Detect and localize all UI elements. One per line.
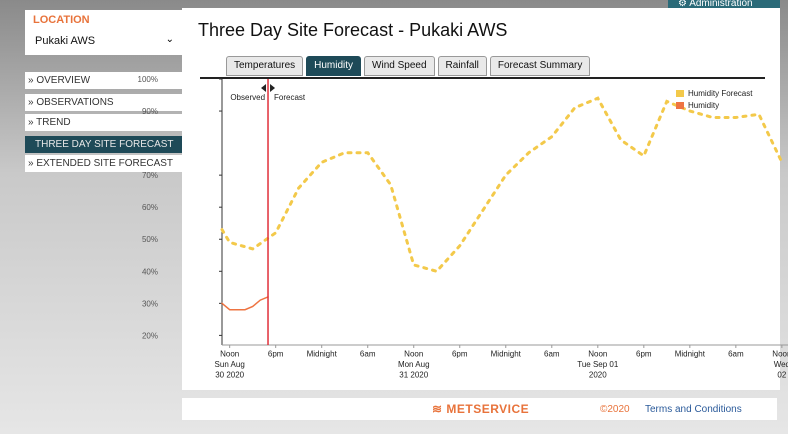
nav-item[interactable]: THREE DAY SITE FORECAST (25, 136, 182, 153)
terms-link[interactable]: Terms and Conditions (645, 404, 742, 415)
admin-label[interactable]: Administration (689, 0, 753, 9)
nav-arrow: » (28, 117, 37, 128)
x-tick-label: 6am (544, 350, 560, 359)
x-tick-label: Midnight (675, 350, 706, 359)
x-tick-line: Wed (774, 360, 788, 369)
legend-swatch (676, 102, 684, 109)
forecast-label: Forecast (274, 93, 306, 102)
nav-item[interactable]: » EXTENDED SITE FORECAST (25, 155, 182, 172)
location-value[interactable]: Pukaki AWS (35, 35, 96, 47)
x-tick-line: 6am (544, 350, 560, 359)
y-tick-label: 40% (142, 267, 158, 276)
tabs: Temperatures Humidity Wind Speed Rainfall Fo… (226, 56, 591, 76)
series-line (220, 96, 784, 273)
y-tick-label: 70% (142, 171, 158, 180)
arrow-right (270, 84, 276, 92)
nav-arrow: » (28, 97, 37, 108)
nav-label[interactable]: OBSERVATIONS (36, 97, 114, 108)
x-tick-label: Midnight (307, 350, 338, 359)
x-tick-line: 6pm (452, 350, 468, 359)
y-tick-label: 90% (142, 107, 158, 116)
x-tick-line: 2020 (589, 371, 607, 380)
y-tick-label: 30% (142, 299, 158, 308)
tab[interactable]: Humidity (306, 56, 362, 76)
x-tick-label: 6pm (636, 350, 652, 359)
page-title: Three Day Site Forecast - Pukaki AWS (198, 20, 508, 40)
x-tick-line: 6am (360, 350, 376, 359)
x-tick-label: NoonWed 02 (772, 350, 788, 380)
y-tick-label: 100% (138, 75, 158, 84)
nav-label[interactable]: EXTENDED SITE FORECAST (36, 158, 174, 169)
legend-label: Humidity Forecast (688, 89, 753, 98)
x-tick-line: Noon (404, 350, 423, 359)
x-tick-line: Noon (588, 350, 607, 359)
y-tick-label: 50% (142, 235, 158, 244)
location-box[interactable]: LOCATION Pukaki AWS ⌄ (25, 10, 182, 55)
x-tick-line: 6am (728, 350, 744, 359)
x-tick-label: Noon Tue Sep 01 2020 (577, 350, 619, 380)
tab[interactable]: Wind Speed (364, 56, 435, 76)
nav-label[interactable]: TREND (36, 117, 71, 128)
chevron[interactable]: ⌄ (165, 34, 174, 45)
legend-swatch (676, 90, 684, 97)
tab[interactable]: Temperatures (226, 56, 304, 76)
x-tick-label: 6pm (268, 350, 284, 359)
arrow-left (261, 84, 267, 92)
logo[interactable]: ≋ METSERVICE (432, 402, 530, 416)
x-tick-line: Midnight (491, 350, 522, 359)
y-tick-label: 20% (142, 331, 158, 340)
x-tick-line: 31 2020 (399, 371, 428, 380)
x-tick-label: Noon Mon Aug 31 2020 (398, 350, 430, 380)
x-tick-label: 6am (728, 350, 744, 359)
x-tick-line: Tue Sep 01 (577, 360, 619, 369)
footer: ≋ METSERVICE ©2020 Terms and Conditions (182, 398, 777, 420)
nav-label[interactable]: OVERVIEW (36, 75, 91, 86)
tab[interactable]: Forecast Summary (489, 56, 591, 76)
copyright: ©2020 (600, 404, 630, 415)
x-tick-line: Mon Aug (398, 360, 430, 369)
x-tick-line: Noon (772, 350, 788, 359)
series-line (221, 296, 269, 311)
logo-text[interactable]: METSERVICE (446, 402, 530, 416)
tab[interactable]: Rainfall (437, 56, 487, 76)
x-tick-line: Midnight (675, 350, 706, 359)
x-tick-label: 6pm (452, 350, 468, 359)
nav-arrow: » (28, 158, 37, 169)
admin-button[interactable]: ⚙ Administration (668, 0, 780, 10)
nav-label[interactable]: THREE DAY SITE FORECAST (35, 139, 174, 150)
x-tick-line: 6pm (268, 350, 284, 359)
x-tick-label: 6am (360, 350, 376, 359)
x-tick-label: Midnight (491, 350, 522, 359)
x-tick-line: 6pm (636, 350, 652, 359)
x-tick-line: Noon (220, 350, 239, 359)
nav-arrow: » (28, 75, 37, 86)
nav-item[interactable]: » TREND (25, 114, 182, 131)
observed-label: Observed (230, 93, 265, 102)
x-tick-line: Midnight (307, 350, 338, 359)
nav-item[interactable]: » OVERVIEW (25, 72, 182, 89)
x-tick-line: Sun Aug (215, 360, 245, 369)
legend-label: Humidity (688, 101, 719, 110)
y-tick-label: 60% (142, 203, 158, 212)
x-tick-line: 02 (777, 371, 786, 380)
nav-item[interactable]: » OBSERVATIONS (25, 94, 182, 111)
x-tick-label: Noon Sun Aug 30 2020 (215, 350, 245, 380)
location-label: LOCATION (33, 14, 90, 26)
x-tick-line: 30 2020 (215, 371, 244, 380)
